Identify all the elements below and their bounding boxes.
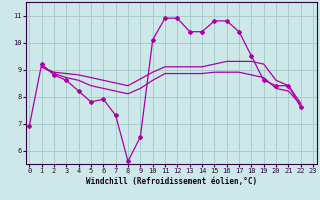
X-axis label: Windchill (Refroidissement éolien,°C): Windchill (Refroidissement éolien,°C) [86, 177, 257, 186]
